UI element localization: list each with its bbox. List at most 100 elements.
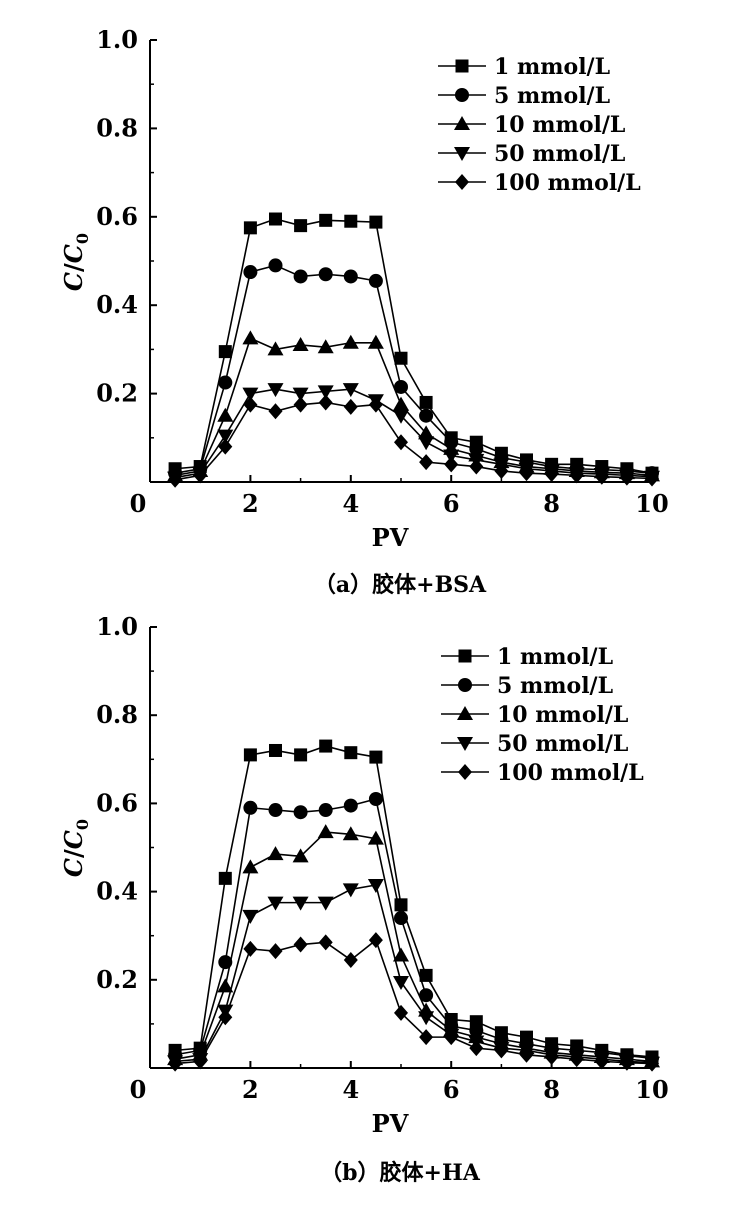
data-point-a-1-5: [293, 269, 308, 284]
data-point-b-0-2: [218, 871, 232, 885]
legend-marker-b-4: [458, 764, 472, 780]
x-tick-label-a-3: 6: [443, 489, 460, 518]
data-point-b-0-8: [369, 750, 383, 764]
data-point-a-0-9: [394, 351, 408, 365]
data-point-b-1-9: [394, 911, 408, 926]
data-point-b-4-0: [168, 1055, 183, 1072]
series-line-a-0: [175, 218, 653, 474]
data-point-b-0-6: [319, 739, 333, 753]
data-point-b-4-19: [645, 1055, 659, 1072]
data-point-a-3-9: [393, 409, 409, 424]
data-point-a-1-8: [368, 273, 383, 288]
data-point-a-2-4: [267, 341, 284, 356]
data-point-b-3-4: [267, 896, 284, 911]
data-point-a-2-10: [418, 425, 435, 440]
data-point-b-3-5: [292, 896, 309, 911]
data-point-b-4-12: [469, 1040, 484, 1057]
data-point-a-1-10: [419, 408, 434, 423]
data-point-a-4-15: [544, 466, 559, 483]
x-tick-label-a-0: 0: [130, 489, 147, 518]
data-point-b-1-5: [293, 805, 308, 820]
data-point-a-3-6: [317, 385, 334, 400]
data-point-b-4-2: [218, 1009, 233, 1026]
y-axis-label-b-sub: 0: [73, 819, 92, 830]
y-tick-label-a-4: 1.0: [96, 25, 138, 54]
legend-label-b-0: 1 mmol/L: [497, 644, 613, 670]
data-point-b-3-10: [418, 1011, 435, 1026]
data-point-b-2-3: [242, 859, 259, 874]
data-point-b-4-9: [394, 1004, 408, 1021]
x-tick-label-a-2: 4: [342, 489, 359, 518]
data-point-b-0-10: [419, 968, 433, 982]
x-tick-label-b-1: 2: [242, 1075, 259, 1104]
y-tick-label-a-1: 0.4: [96, 290, 138, 319]
legend-marker-a-2: [454, 116, 470, 130]
data-point-a-1-7: [343, 269, 358, 284]
y-axis-label-a-slash: /: [59, 263, 88, 272]
data-point-a-1-4: [268, 258, 283, 273]
data-point-a-0-8: [369, 215, 383, 229]
y-axis-label-b-c: C: [59, 858, 88, 877]
data-point-a-0-10: [419, 395, 433, 409]
y-axis-label-a-c: C: [59, 272, 88, 291]
data-point-a-2-9: [393, 396, 409, 411]
x-tick-label-a-1: 2: [242, 489, 259, 518]
x-tick-label-b-2: 4: [342, 1075, 359, 1104]
data-point-a-3-10: [418, 436, 435, 451]
data-point-b-3-7: [342, 883, 359, 898]
data-point-b-1-2: [218, 955, 233, 970]
data-point-a-4-4: [268, 403, 283, 420]
data-point-a-0-5: [294, 219, 308, 233]
data-point-a-4-18: [619, 469, 634, 486]
y-tick-label-b-1: 0.4: [96, 877, 138, 906]
y-tick-label-b-3: 0.8: [96, 700, 138, 729]
data-point-b-1-8: [368, 791, 383, 806]
x-tick-label-b-4: 8: [543, 1075, 560, 1104]
plot-area-a: 0 2 4 6 8 10 0.2 0.4 0.6 0.8 1.0 1 mmol/L 5 mmol/L 10…: [96, 25, 668, 518]
data-point-a-0-3: [243, 221, 257, 235]
data-point-b-0-7: [344, 746, 358, 760]
data-point-a-2-6: [317, 339, 334, 354]
legend-marker-b-0: [458, 649, 472, 663]
data-point-a-4-17: [594, 468, 609, 485]
data-point-a-1-6: [318, 267, 333, 282]
y-axis-label-a: C/C0: [59, 233, 92, 291]
chart-panel-b: 0 2 4 6 8 10 0.2 0.4 0.6 0.8 1.0 1 mmol/L 5 mmol/L 10…: [59, 612, 669, 1186]
data-point-a-4-13: [494, 462, 509, 479]
legend-marker-b-1: [458, 678, 472, 692]
data-point-a-4-19: [645, 470, 659, 487]
data-point-b-0-3: [243, 748, 257, 762]
data-point-b-2-7: [342, 826, 359, 841]
data-point-b-2-2: [217, 978, 234, 993]
data-point-b-4-13: [494, 1042, 509, 1059]
legend-marker-b-2: [457, 706, 473, 720]
data-point-b-4-16: [569, 1051, 584, 1068]
x-axis-label-b: PV: [372, 1109, 409, 1138]
series-line-a-1: [174, 264, 653, 474]
data-point-a-3-5: [292, 387, 309, 402]
x-axis-label-a: PV: [372, 523, 409, 552]
data-point-b-4-10: [419, 1029, 434, 1046]
legend-marker-a-3: [454, 147, 470, 161]
data-point-a-4-11: [444, 456, 459, 473]
data-point-a-3-7: [342, 383, 359, 398]
caption-a: （a）胶体+BSA: [314, 572, 487, 598]
data-point-b-4-14: [519, 1046, 534, 1063]
legend-label-b-2: 10 mmol/L: [497, 702, 628, 728]
data-point-a-4-8: [368, 396, 383, 413]
data-point-a-2-7: [342, 334, 359, 349]
data-point-b-2-5: [292, 848, 309, 863]
data-point-b-4-18: [619, 1054, 634, 1071]
data-point-a-4-1: [193, 467, 208, 484]
x-tick-label-a-4: 8: [543, 489, 560, 518]
data-point-a-4-12: [469, 458, 484, 475]
y-tick-label-a-2: 0.6: [96, 202, 138, 231]
data-point-a-1-9: [394, 379, 408, 394]
data-point-a-2-8: [367, 334, 384, 349]
y-axis-label-a-c0: C: [59, 244, 88, 263]
data-point-a-3-2: [217, 429, 234, 444]
data-point-b-0-4: [269, 743, 282, 757]
data-point-a-3-4: [267, 383, 284, 398]
data-point-a-4-5: [293, 396, 308, 413]
